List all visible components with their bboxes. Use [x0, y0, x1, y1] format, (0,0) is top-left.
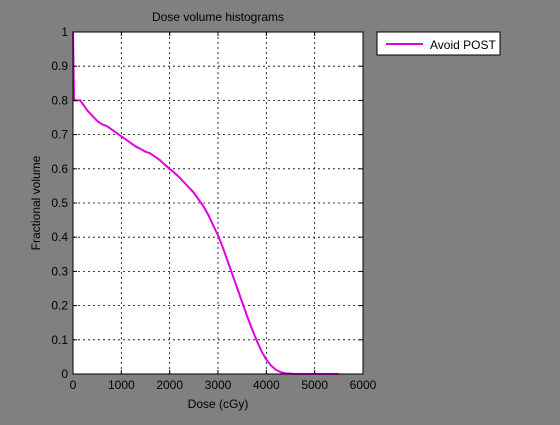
series-line-avoid-post: [72, 31, 339, 375]
y-tick-label: 0.4: [51, 230, 68, 244]
x-tick-label: 6000: [350, 378, 377, 392]
x-tick-label: 3000: [205, 378, 232, 392]
x-tick-label: 0: [70, 378, 77, 392]
legend: Avoid POST: [376, 31, 501, 56]
y-tick-label: 0.1: [51, 333, 68, 347]
y-tick-label: 1: [61, 25, 68, 39]
y-tick-label: 0.5: [51, 196, 68, 210]
y-tick-label: 0.6: [51, 162, 68, 176]
x-tick-label: 1000: [108, 378, 135, 392]
legend-label-avoid-post: Avoid POST: [430, 38, 496, 52]
x-tick-label: 4000: [253, 378, 280, 392]
series-layer: [72, 31, 339, 375]
y-tick-label: 0.8: [51, 93, 68, 107]
y-tick-label: 0.9: [51, 59, 68, 73]
y-axis-label: Fractional volume: [29, 155, 43, 250]
y-tick-label: 0.3: [51, 264, 68, 278]
legend-box: [376, 31, 501, 56]
chart-title: Dose volume histograms: [152, 10, 284, 24]
y-tick-label: 0.7: [51, 128, 68, 142]
y-tick-label: 0: [61, 367, 68, 381]
x-axis-label: Dose (cGy): [188, 397, 249, 411]
ticks: 0 1000 2000 3000 4000 5000 6000 0 0.1 0.2 0.3 0.4 0.…: [51, 25, 376, 392]
y-tick-label: 0.2: [51, 299, 68, 313]
x-tick-label: 5000: [301, 378, 328, 392]
x-tick-label: 2000: [156, 378, 183, 392]
